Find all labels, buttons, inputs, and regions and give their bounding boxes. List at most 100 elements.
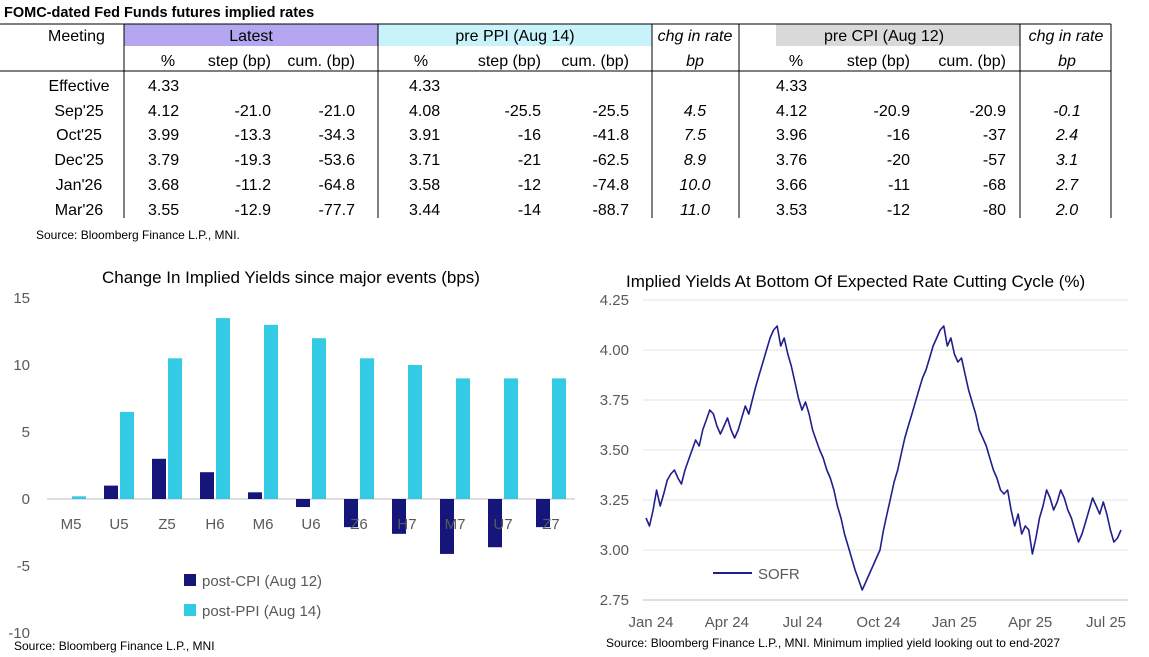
column-subheader: step (bp) [847,53,910,70]
y-tick-label: 15 [13,290,30,307]
table-cell: -11.2 [236,177,271,194]
bar-chart-source: Source: Bloomberg Finance L.P., MNI [14,639,215,653]
y-tick-label: 3.25 [600,492,629,509]
y-tick-label: 10 [13,357,30,374]
post-cpi-bar [104,485,118,499]
column-subheader: bp [686,53,704,70]
table-cell: -12 [518,177,541,194]
line-chart-y-axis: 4.25 4.00 3.75 3.50 3.25 3.00 2.75 [600,292,629,609]
column-subheader: cum. (bp) [938,53,1006,70]
x-tick-label: Z5 [158,516,176,533]
post-ppi-bar [408,365,422,499]
x-tick-label: Oct 24 [856,614,900,631]
line-chart-title: Implied Yields At Bottom Of Expected Rat… [626,272,1086,291]
table-cell: 3.66 [776,177,807,194]
post-cpi-bar [296,499,310,508]
y-tick-label: -5 [17,558,30,575]
line-chart-legend: SOFR [713,566,800,583]
table-cell: 3.91 [409,127,440,144]
x-tick-label: H6 [205,516,224,533]
meeting-label: Effective [48,78,109,95]
table-cell: 8.9 [684,152,706,169]
latest-header-bg [124,24,378,46]
x-tick-label: H7 [397,516,416,533]
post-cpi-bar [488,499,502,548]
meeting-label: Dec'25 [54,152,103,169]
post-cpi-bar [440,499,454,554]
post-cpi-bar [248,492,262,499]
table-cell: 10.0 [679,177,710,194]
post-ppi-bar [360,358,374,499]
table-cell: -21 [518,152,541,169]
meeting-label: Mar'26 [55,202,104,219]
y-tick-label: 3.00 [600,542,629,559]
table-cell: -25.5 [593,103,630,120]
table-cell: 3.53 [776,202,807,219]
post-ppi-bar [120,411,134,499]
table-cell: -20.9 [874,103,911,120]
bar-chart-legend: post-CPI (Aug 12) post-PPI (Aug 14) [184,573,322,620]
x-tick-label: Apr 24 [705,614,749,631]
table-cell: -68 [983,177,1006,194]
table-cell: 2.0 [1055,202,1078,219]
table-cell: 11.0 [680,202,710,219]
x-tick-label: Apr 25 [1008,614,1052,631]
meeting-header: Meeting [48,28,105,45]
line-chart-series [645,325,1122,591]
post-cpi-bar [152,458,166,499]
column-subheader: step (bp) [478,53,541,70]
table-cell: -64.8 [319,177,356,194]
table-cell: -57 [983,152,1006,169]
y-tick-label: 5 [22,424,30,441]
line-chart-grid [643,299,1128,601]
post-ppi-bar [168,358,182,499]
x-tick-label: U7 [493,516,512,533]
column-subheader: step (bp) [208,53,271,70]
table-cell: -21.0 [235,103,272,120]
y-tick-label: 2.75 [600,592,629,609]
table-cell: -41.8 [593,127,630,144]
post-ppi-bar [312,338,326,499]
y-tick-label: 3.50 [600,442,629,459]
column-subheader: % [414,53,428,70]
meeting-label: Jan'26 [56,177,103,194]
x-tick-label: Z7 [542,516,560,533]
table-cell: 3.68 [148,177,179,194]
line-chart-x-axis: Jan 24 Apr 24 Jul 24 Oct 24 Jan 25 Apr 25 Jul … [628,599,1128,631]
table-cell: 3.76 [776,152,807,169]
table-cell: 4.33 [776,78,807,95]
pre-cpi-header-bg [776,24,1020,46]
x-tick-label: Jul 24 [783,614,823,631]
post-ppi-bar [456,378,470,499]
table-cell: -16 [887,127,910,144]
post-cpi-bar [392,499,406,534]
table-cell: -25.5 [505,103,542,120]
table-cell: -19.3 [235,152,272,169]
table-cell: 3.58 [409,177,440,194]
x-tick-label: Jan 24 [628,614,673,631]
table-cell: -16 [518,127,541,144]
table-cell: 3.99 [148,127,179,144]
post-ppi-bar [264,324,278,499]
meeting-label: Oct'25 [56,127,102,144]
table-cell: 7.5 [684,127,706,144]
table-cell: 3.55 [148,202,179,219]
table-cell: -37 [983,127,1006,144]
table-cell: -12.9 [235,202,272,219]
table-cell: 3.96 [776,127,807,144]
y-tick-label: 3.75 [600,392,629,409]
x-tick-label: M6 [253,516,274,533]
bar-chart-title: Change In Implied Yields since major eve… [102,268,480,287]
column-subheader: % [789,53,803,70]
table-cell: 4.33 [148,78,179,95]
bar-chart-y-axis: 15 10 5 0 -5 -10 [8,290,575,642]
x-tick-label: U5 [109,516,128,533]
bar-chart-bars [72,318,566,554]
table-cell: 4.12 [776,103,807,120]
bar-chart: 15 10 5 0 -5 -10 M5 U5 Z5 H6 M6 U6 Z6 H7 M7 U7 Z7 post-… [8,290,575,642]
legend-label-ppi: post-PPI (Aug 14) [202,603,321,620]
rates-table: Meeting Latest pre PPI (Aug 14) chg in rate… [0,23,1112,219]
post-cpi-bar [200,472,214,499]
x-tick-label: Jul 25 [1086,614,1126,631]
table-cell: 3.1 [1056,152,1078,169]
